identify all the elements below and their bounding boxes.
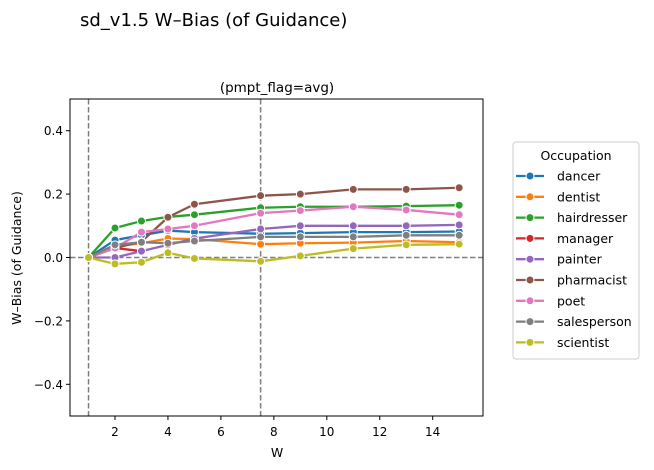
legend-title: Occupation: [540, 148, 611, 163]
legend-label-poet: poet: [557, 293, 585, 308]
legend-label-hairdresser: hairdresser: [557, 210, 628, 225]
data-point-hairdresser: [454, 200, 464, 210]
legend-label-dancer: dancer: [557, 169, 601, 184]
y-tick-label: −0.4: [34, 378, 63, 392]
x-axis-ticks: 2 4 6 8 10 12 14: [111, 416, 440, 439]
data-point-hairdresser: [110, 223, 120, 233]
data-point-salesperson: [348, 232, 358, 242]
legend-frame: [512, 141, 640, 360]
data-point-hairdresser: [136, 216, 146, 226]
data-point-poet: [454, 210, 464, 220]
data-point-scientist: [84, 253, 94, 262]
data-point-pharmacist: [163, 212, 173, 222]
series-line-pharmacist: [88, 186, 460, 259]
data-point-poet: [401, 205, 411, 215]
legend-marker-hairdresser: [525, 213, 535, 223]
axes-background: [70, 99, 483, 416]
y-tick-label: 0.2: [44, 188, 63, 202]
x-tick-label: 4: [164, 425, 172, 439]
legend-marker-pharmacist: [525, 275, 535, 285]
legend: Occupation dancer dentist hairdresser manag…: [512, 141, 640, 360]
data-point-pharmacist: [256, 191, 266, 201]
legend-label-salesperson: salesperson: [557, 314, 632, 329]
legend-marker-dentist: [525, 192, 535, 202]
legend-marker-scientist: [525, 337, 535, 347]
data-point-poet: [295, 206, 305, 216]
data-point-painter: [348, 221, 358, 231]
plot-area: [69, 98, 484, 417]
data-point-poet: [256, 208, 266, 218]
x-tick-label: 10: [319, 425, 334, 439]
data-point-painter: [295, 221, 305, 231]
data-point-salesperson: [401, 230, 411, 240]
legend-items: dancer dentist hairdresser manager painter ph…: [516, 169, 632, 350]
data-point-painter: [136, 246, 146, 256]
data-point-poet: [136, 227, 146, 237]
series-line-painter: [88, 223, 460, 259]
data-point-hairdresser: [189, 210, 199, 220]
axes-title: (pmpt_flag=avg): [220, 80, 334, 96]
data-point-scientist: [454, 239, 464, 249]
series-line-salesperson: [88, 234, 460, 259]
data-point-scientist: [110, 259, 120, 269]
legend-label-dentist: dentist: [557, 189, 600, 204]
y-tick-label: 0.0: [44, 251, 63, 265]
legend-marker-painter: [525, 254, 535, 264]
data-point-painter: [454, 220, 464, 230]
data-point-pharmacist: [454, 183, 464, 193]
series-lines: [87, 186, 460, 265]
data-point-scientist: [348, 244, 358, 254]
data-point-salesperson: [295, 232, 305, 242]
legend-label-pharmacist: pharmacist: [557, 273, 627, 288]
data-point-salesperson: [110, 240, 120, 250]
reference-lines: [70, 99, 483, 416]
legend-marker-dancer: [525, 171, 535, 181]
x-tick-label: 2: [111, 425, 119, 439]
data-point-painter: [256, 224, 266, 234]
legend-marker-manager: [525, 233, 535, 243]
data-point-scientist: [163, 248, 173, 258]
data-point-scientist: [401, 240, 411, 250]
y-axis-label: W–Bias (of Guidance): [9, 191, 24, 325]
x-tick-label: 14: [425, 425, 440, 439]
data-point-pharmacist: [401, 184, 411, 194]
series-markers: [84, 183, 464, 269]
data-point-poet: [163, 224, 173, 234]
series-line-hairdresser: [87, 204, 460, 259]
data-point-salesperson: [256, 232, 266, 242]
legend-label-painter: painter: [557, 252, 603, 267]
data-point-scientist: [295, 251, 305, 261]
x-tick-label: 8: [270, 425, 278, 439]
data-point-pharmacist: [348, 184, 358, 194]
y-axis-ticks: −0.4 −0.2 0.0 0.2 0.4: [34, 124, 70, 392]
data-point-scientist: [256, 256, 266, 266]
data-point-poet: [189, 221, 199, 231]
y-tick-label: 0.4: [44, 124, 63, 138]
x-axis-label: W: [271, 445, 283, 460]
x-tick-label: 12: [372, 425, 387, 439]
data-point-salesperson: [454, 230, 464, 240]
data-point-salesperson: [189, 236, 199, 246]
legend-marker-salesperson: [525, 317, 535, 327]
data-point-poet: [348, 202, 358, 212]
data-point-salesperson: [163, 238, 173, 248]
series-line-poet: [88, 205, 460, 259]
y-tick-label: −0.2: [34, 314, 63, 328]
legend-label-manager: manager: [557, 231, 614, 246]
data-point-pharmacist: [189, 199, 199, 209]
data-point-salesperson: [136, 237, 146, 247]
figure-suptitle: sd_v1.5 W–Bias (of Guidance): [80, 10, 347, 31]
data-point-pharmacist: [295, 189, 305, 199]
legend-marker-poet: [525, 296, 535, 306]
data-point-scientist: [136, 257, 146, 267]
series-line-scientist: [88, 243, 460, 265]
legend-label-scientist: scientist: [557, 335, 609, 350]
x-tick-label: 6: [217, 425, 225, 439]
data-point-painter: [401, 221, 411, 231]
data-point-scientist: [189, 253, 199, 263]
